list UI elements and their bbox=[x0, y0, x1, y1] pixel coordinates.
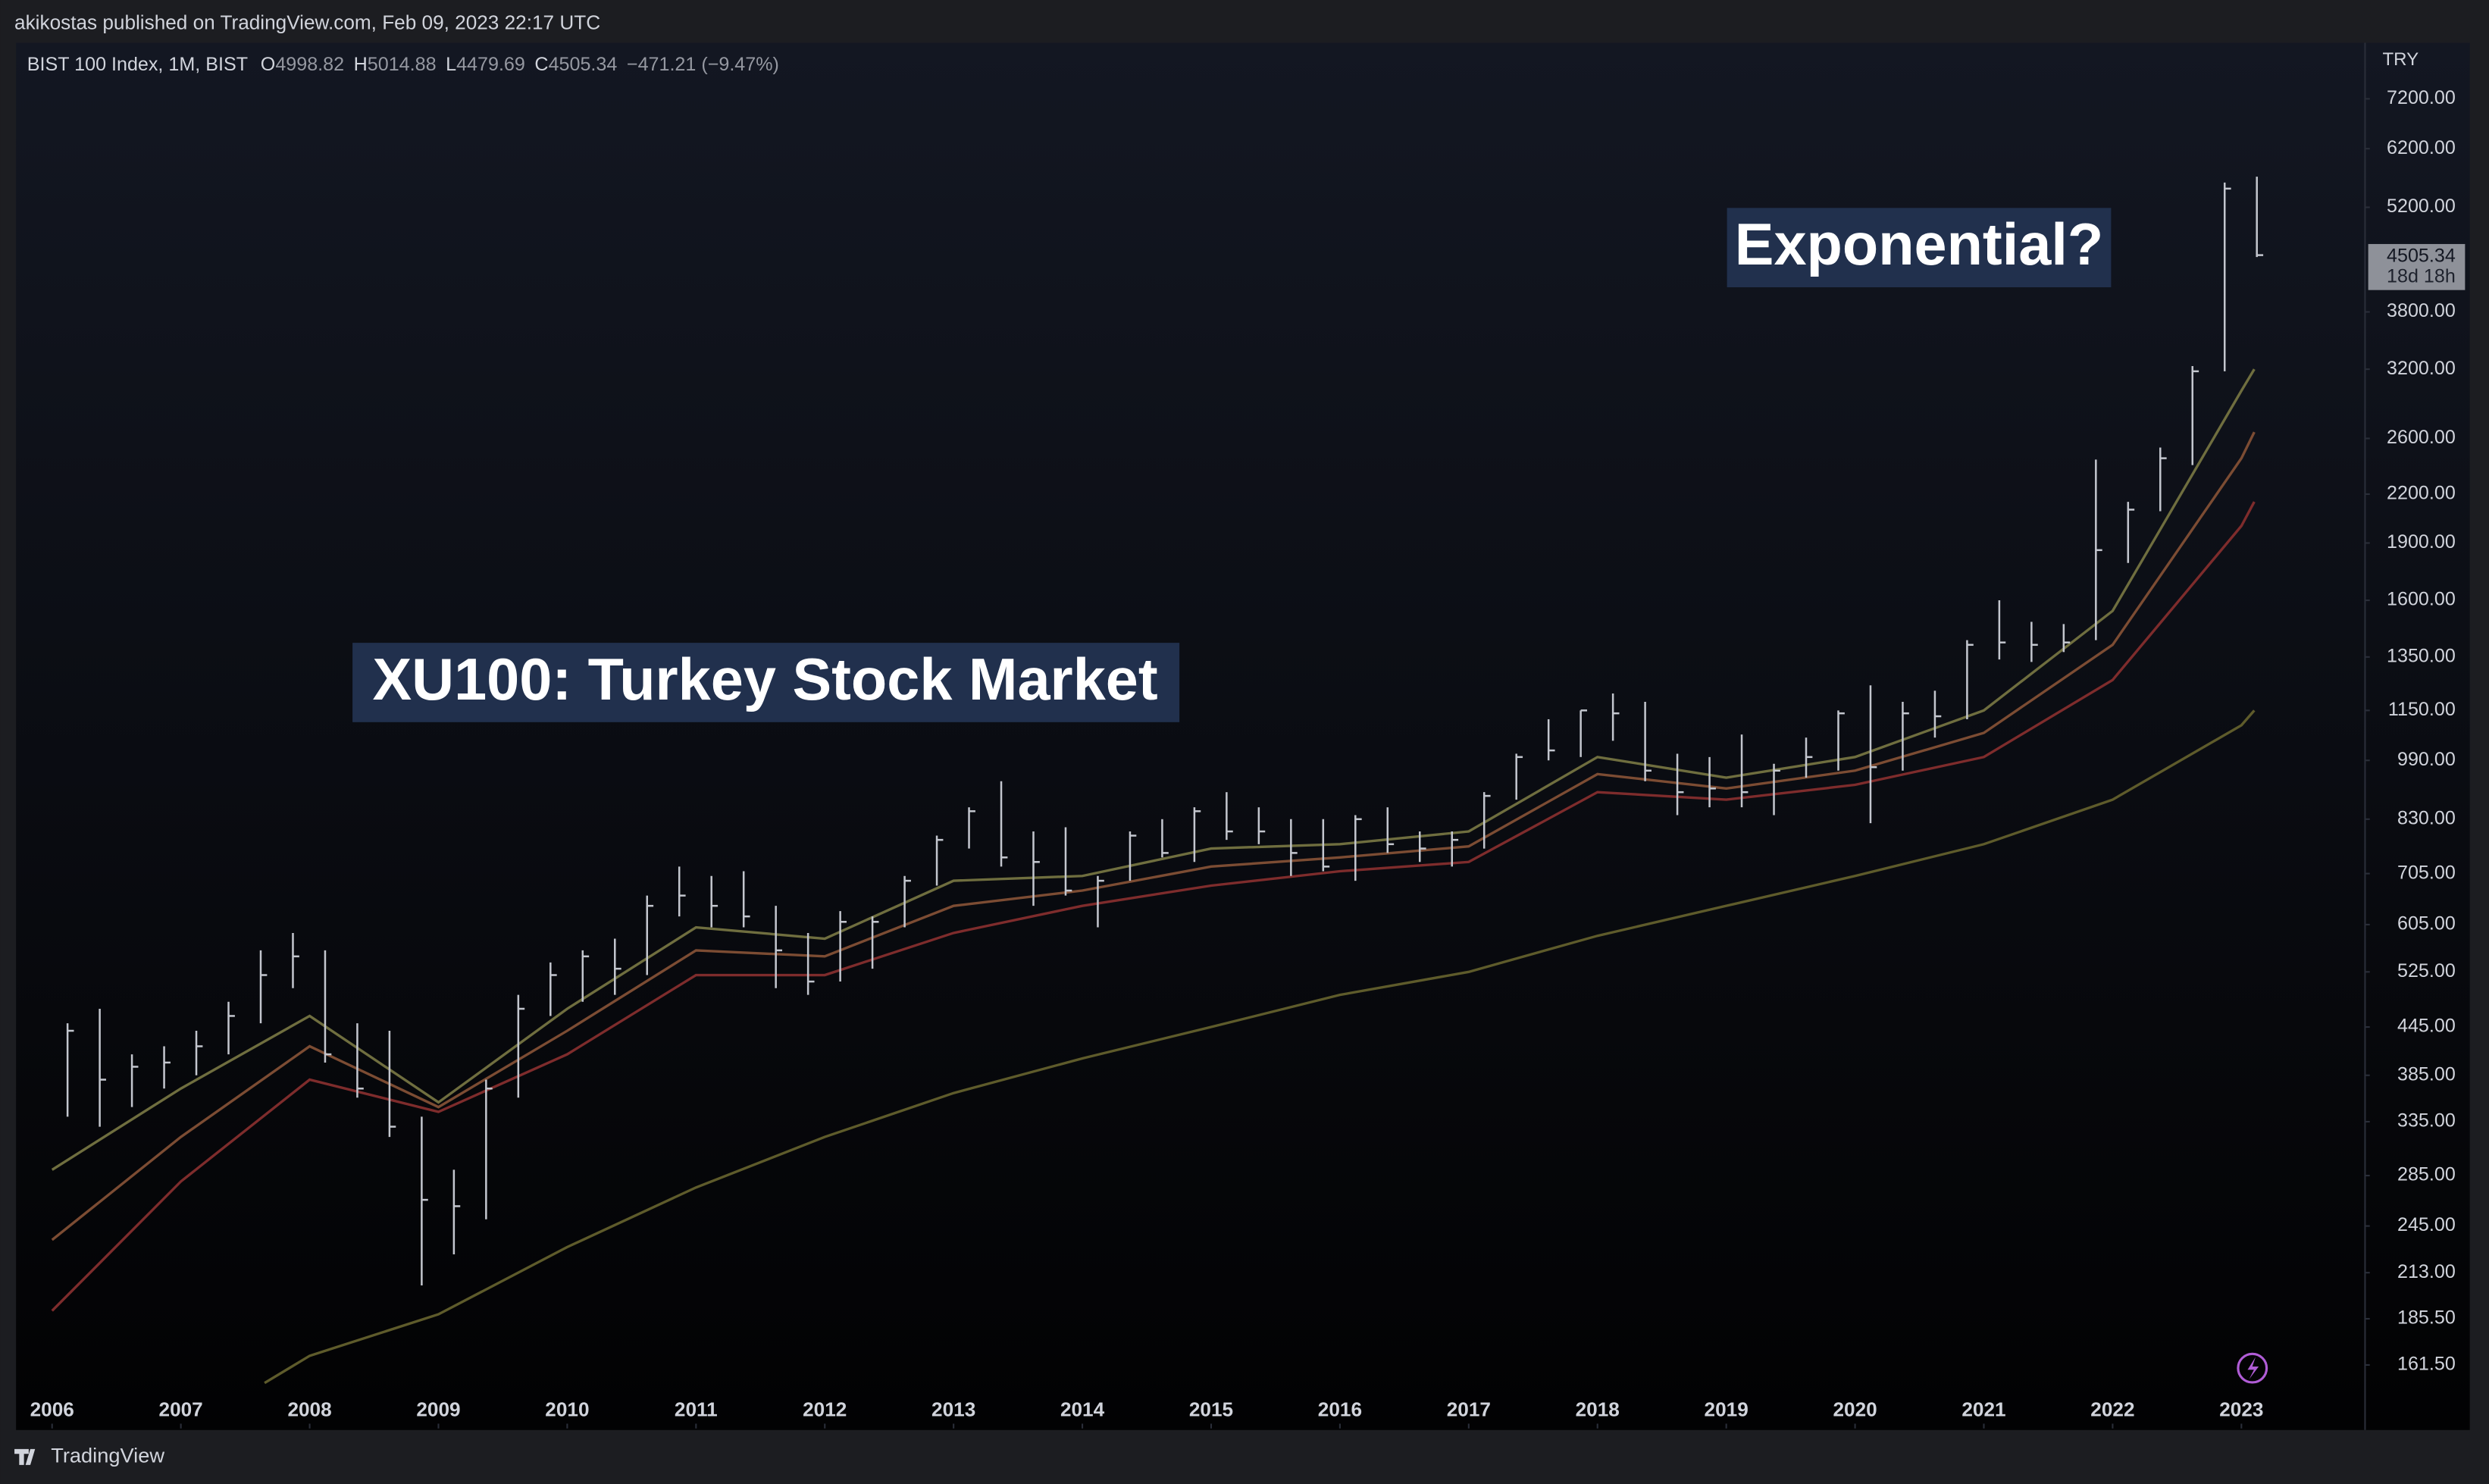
x-tick-label: 2013 bbox=[931, 1398, 975, 1421]
indicator-line bbox=[51, 368, 2256, 1171]
countdown: 18d 18h bbox=[2387, 266, 2456, 287]
y-tick-label: 285.00 bbox=[2397, 1164, 2456, 1185]
annotation-text: XU100: Turkey Stock Market bbox=[372, 647, 1157, 712]
y-tick-label: 335.00 bbox=[2397, 1110, 2456, 1132]
legend-value: 4505.34 bbox=[549, 53, 618, 74]
logo bbox=[14, 1448, 36, 1465]
y-tick-label: 990.00 bbox=[2397, 749, 2456, 770]
annotation: XU100: Turkey Stock Market bbox=[352, 643, 1180, 722]
publish-header: akikostas published on TradingView.com, … bbox=[14, 11, 600, 33]
brand: TradingView bbox=[51, 1444, 164, 1467]
x-tick-label: 2011 bbox=[675, 1398, 718, 1421]
x-tick-label: 2023 bbox=[2219, 1398, 2263, 1421]
y-tick-label: 2600.00 bbox=[2387, 427, 2456, 448]
annotation: Exponential? bbox=[1727, 208, 2112, 288]
y-tick-label: 1600.00 bbox=[2387, 589, 2456, 610]
y-tick-label: 7200.00 bbox=[2387, 87, 2456, 108]
y-tick-label: 1900.00 bbox=[2387, 531, 2456, 553]
x-tick-label: 2012 bbox=[803, 1398, 847, 1421]
x-tick-label: 2006 bbox=[30, 1398, 74, 1421]
legend-change: −471.21 (−9.47%) bbox=[627, 53, 779, 74]
y-tick-label: 385.00 bbox=[2397, 1063, 2456, 1085]
y-tick-label: 161.50 bbox=[2397, 1354, 2456, 1375]
annotation-box bbox=[352, 643, 1180, 722]
alert-circle[interactable] bbox=[2237, 1352, 2268, 1384]
y-tick-label: 213.00 bbox=[2397, 1261, 2456, 1282]
footer: TradingView bbox=[14, 1444, 164, 1467]
legend-key: C bbox=[534, 53, 548, 74]
annotation-box bbox=[1727, 208, 2112, 288]
y-tick-label: 5200.00 bbox=[2387, 196, 2456, 217]
indicator-line bbox=[51, 501, 2256, 1312]
x-tick-label: 2021 bbox=[1961, 1398, 2005, 1421]
legend-value: 4479.69 bbox=[456, 53, 525, 74]
x-tick-label: 2020 bbox=[1833, 1398, 1877, 1421]
x-tick-label: 2009 bbox=[416, 1398, 460, 1421]
currency: TRY bbox=[2382, 49, 2419, 70]
x-tick-label: 2015 bbox=[1189, 1398, 1233, 1421]
last-price-box bbox=[2368, 243, 2466, 290]
last-price: 4505.34 bbox=[2387, 245, 2456, 266]
y-tick-label: 185.50 bbox=[2397, 1307, 2456, 1329]
y-tick-label: 1350.00 bbox=[2387, 645, 2456, 666]
y-tick-label: 245.00 bbox=[2397, 1214, 2456, 1235]
y-tick-label: 445.00 bbox=[2397, 1016, 2456, 1037]
legend-value: 4998.82 bbox=[275, 53, 344, 74]
x-tick-label: 2007 bbox=[159, 1398, 203, 1421]
x-tick-label: 2016 bbox=[1318, 1398, 1362, 1421]
legend-key: H bbox=[354, 53, 368, 74]
x-tick-label: 2019 bbox=[1705, 1398, 1749, 1421]
x-tick-label: 2022 bbox=[2090, 1398, 2134, 1421]
y-tick-label: 605.00 bbox=[2397, 913, 2456, 935]
y-tick-label: 6200.00 bbox=[2387, 137, 2456, 158]
x-tick-label: 2018 bbox=[1576, 1398, 1620, 1421]
y-tick-label: 705.00 bbox=[2397, 862, 2456, 883]
legend-value: 5014.88 bbox=[368, 53, 437, 74]
indicator-line bbox=[51, 431, 2256, 1241]
alert-icon[interactable] bbox=[2237, 1352, 2268, 1384]
y-tick-label: 3200.00 bbox=[2387, 358, 2456, 379]
legend-key: L bbox=[446, 53, 456, 74]
y-tick-label: 2200.00 bbox=[2387, 483, 2456, 504]
y-tick-label: 830.00 bbox=[2397, 807, 2456, 828]
y-tick-label: 3800.00 bbox=[2387, 300, 2456, 321]
y-tick-label: 1150.00 bbox=[2388, 699, 2456, 720]
alert-bolt[interactable] bbox=[2247, 1357, 2259, 1379]
x-tick-label: 2010 bbox=[545, 1398, 589, 1421]
legend-key: O bbox=[261, 53, 276, 74]
x-tick-label: 2008 bbox=[287, 1398, 331, 1421]
annotation-text: Exponential? bbox=[1735, 212, 2103, 277]
symbol: BIST 100 Index, 1M, BIST bbox=[27, 53, 248, 74]
indicator-line bbox=[264, 709, 2256, 1385]
y-tick-label: 525.00 bbox=[2397, 960, 2456, 982]
x-tick-label: 2017 bbox=[1447, 1398, 1491, 1421]
symbol-legend: BIST 100 Index, 1M, BIST O4998.82 H5014.88… bbox=[27, 53, 779, 74]
x-tick-label: 2014 bbox=[1060, 1398, 1105, 1421]
